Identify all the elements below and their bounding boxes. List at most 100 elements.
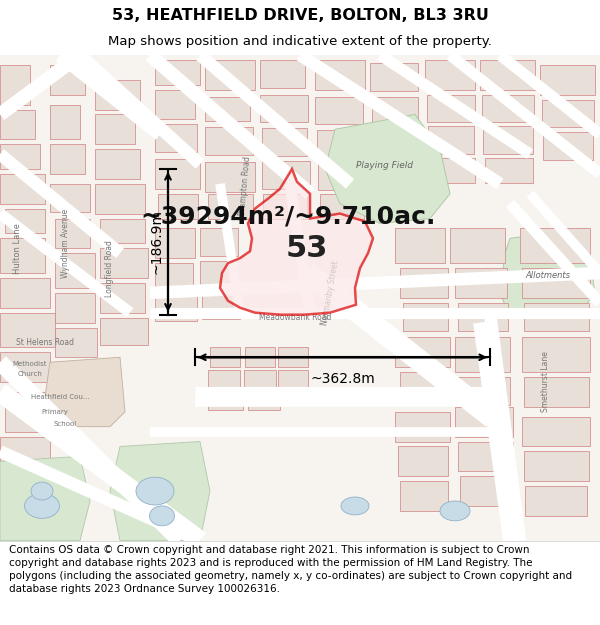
Bar (50, 65, 85, 94)
Text: Normanby Street: Normanby Street (320, 260, 340, 326)
Bar (450, 228, 505, 263)
Bar (0, 352, 50, 382)
Text: Longfield Road: Longfield Road (106, 239, 115, 296)
Bar (315, 97, 363, 124)
Bar (395, 228, 445, 263)
Bar (520, 228, 590, 263)
Bar (200, 261, 235, 286)
Bar (455, 268, 507, 298)
Bar (100, 318, 148, 346)
Text: Contains OS data © Crown copyright and database right 2021. This information is : Contains OS data © Crown copyright and d… (9, 545, 572, 594)
Bar (205, 127, 253, 155)
Text: ~362.8m: ~362.8m (310, 372, 375, 386)
Text: Meadowbank Road: Meadowbank Road (259, 313, 331, 322)
Bar (200, 228, 238, 256)
Bar (278, 348, 308, 367)
Bar (100, 219, 145, 243)
Bar (400, 481, 448, 511)
Bar (318, 162, 364, 190)
Bar (263, 194, 307, 219)
Bar (400, 268, 448, 298)
Bar (400, 372, 450, 402)
Bar (208, 370, 240, 388)
Bar (50, 144, 85, 174)
Bar (524, 302, 589, 331)
Polygon shape (325, 114, 450, 224)
Bar (522, 268, 590, 298)
Text: Playing Field: Playing Field (356, 161, 413, 171)
Bar (455, 407, 513, 436)
Text: Methodist: Methodist (13, 361, 47, 368)
Bar (524, 451, 589, 481)
Bar (205, 97, 250, 121)
Bar (458, 377, 510, 405)
Bar (398, 446, 448, 476)
Bar (522, 338, 590, 372)
Ellipse shape (25, 494, 59, 518)
Bar (0, 65, 30, 104)
Polygon shape (110, 441, 210, 541)
Bar (524, 377, 589, 407)
Bar (202, 291, 240, 319)
Bar (482, 94, 534, 122)
Text: Church: Church (17, 371, 43, 377)
Bar (55, 293, 95, 322)
Bar (483, 126, 533, 154)
Bar (50, 184, 90, 212)
Text: Allotments: Allotments (526, 271, 571, 279)
Bar (0, 481, 50, 526)
Bar (320, 194, 364, 219)
Bar (244, 370, 276, 388)
Bar (248, 392, 280, 410)
Polygon shape (45, 357, 125, 427)
Ellipse shape (341, 497, 369, 515)
Ellipse shape (149, 506, 175, 526)
Bar (208, 194, 253, 219)
Bar (370, 63, 418, 91)
Text: Smethurst Lane: Smethurst Lane (541, 352, 550, 412)
Text: Primary: Primary (41, 409, 68, 415)
Text: 53: 53 (286, 234, 328, 262)
Bar (460, 476, 512, 506)
Bar (455, 338, 510, 372)
Text: Wyndham Avenue: Wyndham Avenue (61, 209, 70, 278)
Bar (205, 60, 255, 89)
Text: Hulton Lane: Hulton Lane (13, 223, 23, 274)
Bar (373, 127, 418, 155)
Bar (427, 94, 475, 122)
Bar (0, 109, 35, 139)
Bar (0, 144, 40, 169)
Bar (5, 209, 45, 233)
Bar (522, 417, 590, 446)
Bar (55, 219, 90, 248)
Ellipse shape (440, 501, 470, 521)
Bar (155, 89, 195, 119)
Bar (0, 174, 45, 204)
Bar (262, 161, 310, 189)
Bar (0, 437, 50, 471)
Bar (315, 60, 365, 89)
Bar (95, 184, 145, 214)
Bar (543, 132, 593, 160)
Text: Brampton Road: Brampton Road (238, 156, 252, 216)
Bar (260, 60, 305, 88)
Bar (210, 348, 240, 367)
Bar (155, 124, 197, 152)
Bar (50, 104, 80, 139)
Bar (95, 80, 140, 109)
Text: St Helens Road: St Helens Road (16, 338, 74, 347)
Ellipse shape (136, 478, 174, 505)
Bar (395, 338, 450, 367)
Bar (100, 248, 148, 278)
Text: ~186.9m: ~186.9m (149, 209, 163, 274)
Bar (278, 370, 308, 388)
Text: School: School (53, 421, 77, 427)
Bar (0, 278, 50, 308)
Polygon shape (220, 169, 373, 314)
Bar (100, 283, 145, 312)
Ellipse shape (31, 482, 53, 500)
Bar (262, 128, 307, 156)
Bar (155, 228, 195, 258)
Bar (540, 65, 595, 94)
Bar (95, 149, 140, 179)
